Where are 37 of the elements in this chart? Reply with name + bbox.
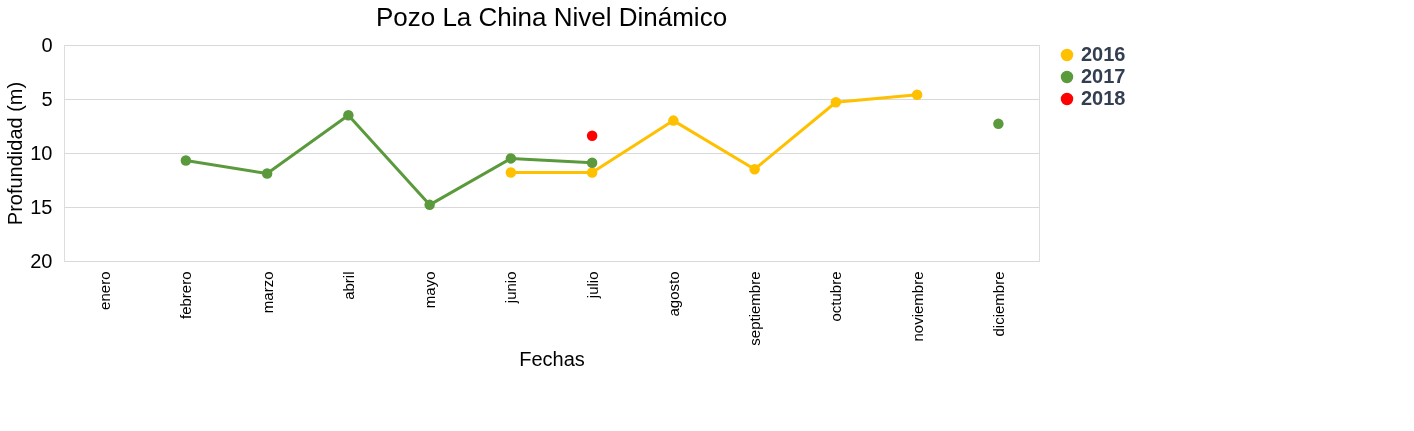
y-axis-title: Profundidad (m) <box>4 81 27 226</box>
legend-label: 2018 <box>1081 87 1126 109</box>
legend-label: 2017 <box>1081 65 1126 87</box>
point <box>505 153 517 164</box>
point <box>830 97 842 108</box>
point <box>668 115 679 126</box>
legend-label: 2016 <box>1081 43 1126 65</box>
point <box>749 163 760 175</box>
y-tick-label: 0 <box>41 33 53 56</box>
x-tick-label: junio <box>502 271 520 305</box>
x-tick-label: enero <box>96 271 114 310</box>
point <box>586 157 598 168</box>
chart-title: Pozo La China Nivel Dinámico <box>375 2 728 32</box>
y-tick-label: 15 <box>30 195 53 218</box>
y-tick-label: 20 <box>30 249 53 272</box>
point <box>993 118 1004 130</box>
x-tick-label: septiembre <box>746 271 764 346</box>
x-tick-label: abril <box>339 271 357 300</box>
point <box>343 109 354 121</box>
x-tick-label: febrero <box>177 271 195 320</box>
x-tick-label: agosto <box>664 271 682 317</box>
point <box>261 168 273 179</box>
x-tick-label: julio <box>583 271 601 300</box>
y-tick-label: 5 <box>41 87 53 110</box>
y-tick-label: 10 <box>30 141 53 164</box>
x-tick-label: mayo <box>421 271 439 309</box>
point <box>180 155 192 166</box>
x-tick-label: marzo <box>258 271 276 314</box>
x-axis-title: Fechas <box>519 347 585 370</box>
x-tick-label: noviembre <box>908 271 926 342</box>
x-tick-label: diciembre <box>989 271 1007 337</box>
point <box>586 130 598 141</box>
point <box>911 89 923 100</box>
point <box>586 167 598 178</box>
point <box>505 167 517 178</box>
point <box>424 199 435 211</box>
x-tick-label: octubre <box>827 271 845 322</box>
